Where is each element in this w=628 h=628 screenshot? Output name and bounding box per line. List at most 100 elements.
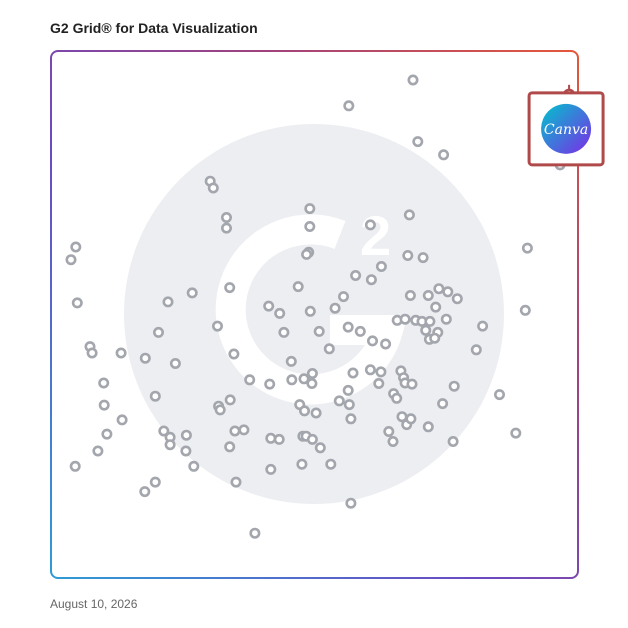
data-point-2[interactable] — [412, 136, 424, 148]
data-point-32[interactable] — [337, 291, 349, 303]
data-point-19[interactable] — [365, 274, 377, 286]
data-point-107[interactable] — [383, 425, 395, 437]
data-point-89[interactable] — [343, 399, 355, 411]
data-point-130[interactable] — [149, 476, 161, 488]
data-point-132[interactable] — [345, 497, 357, 509]
data-point-33[interactable] — [263, 300, 275, 312]
data-point-20[interactable] — [350, 269, 362, 281]
data-point-9[interactable] — [304, 221, 316, 233]
data-point-97[interactable] — [310, 407, 322, 419]
data-point-8[interactable] — [304, 203, 316, 215]
data-point-45[interactable] — [477, 320, 489, 332]
data-point-83[interactable] — [342, 384, 354, 396]
data-point-121[interactable] — [180, 445, 192, 457]
data-point-66[interactable] — [285, 355, 297, 367]
data-point-28[interactable] — [162, 296, 174, 308]
data-point-76[interactable] — [98, 377, 110, 389]
data-point-24[interactable] — [186, 287, 198, 299]
data-point-93[interactable] — [98, 399, 110, 411]
data-point-90[interactable] — [391, 392, 403, 404]
data-point-116[interactable] — [306, 433, 318, 445]
data-point-104[interactable] — [158, 425, 170, 437]
data-point-78[interactable] — [306, 377, 318, 389]
data-point-15[interactable] — [301, 248, 313, 260]
data-point-31[interactable] — [451, 293, 463, 305]
data-point-47[interactable] — [153, 326, 165, 338]
data-point-62[interactable] — [323, 343, 335, 355]
data-point-85[interactable] — [149, 390, 161, 402]
data-point-23[interactable] — [292, 281, 304, 293]
data-point-123[interactable] — [92, 445, 104, 457]
data-point-81[interactable] — [406, 378, 418, 390]
data-point-43[interactable] — [424, 315, 436, 327]
data-point-126[interactable] — [188, 460, 200, 472]
data-point-10[interactable] — [403, 209, 415, 221]
data-point-129[interactable] — [230, 476, 242, 488]
data-point-68[interactable] — [364, 364, 376, 376]
data-point-109[interactable] — [101, 428, 113, 440]
data-point-100[interactable] — [345, 413, 357, 425]
data-point-131[interactable] — [139, 486, 151, 498]
data-point-18[interactable] — [375, 260, 387, 272]
data-point-124[interactable] — [296, 458, 308, 470]
data-point-3[interactable] — [438, 149, 450, 161]
data-point-105[interactable] — [229, 425, 241, 437]
data-point-112[interactable] — [265, 432, 277, 444]
data-point-71[interactable] — [306, 367, 318, 379]
data-point-74[interactable] — [244, 374, 256, 386]
data-point-51[interactable] — [354, 325, 366, 337]
data-point-118[interactable] — [447, 435, 459, 447]
data-point-54[interactable] — [366, 335, 378, 347]
data-point-133[interactable] — [249, 527, 261, 539]
data-point-6[interactable] — [221, 212, 233, 224]
data-point-21[interactable] — [521, 242, 533, 254]
data-point-119[interactable] — [164, 439, 176, 451]
data-point-49[interactable] — [278, 326, 290, 338]
data-point-29[interactable] — [404, 289, 416, 301]
data-point-40[interactable] — [399, 313, 411, 325]
data-point-37[interactable] — [430, 301, 442, 313]
data-point-122[interactable] — [224, 441, 236, 453]
data-point-72[interactable] — [298, 373, 310, 385]
data-point-46[interactable] — [212, 320, 224, 332]
data-point-67[interactable] — [347, 367, 359, 379]
data-point-79[interactable] — [373, 377, 385, 389]
data-point-65[interactable] — [169, 357, 181, 369]
data-point-36[interactable] — [274, 307, 286, 319]
data-point-61[interactable] — [228, 348, 240, 360]
data-point-1[interactable] — [343, 100, 355, 112]
data-point-106[interactable] — [238, 424, 250, 436]
data-point-128[interactable] — [265, 463, 277, 475]
data-point-44[interactable] — [440, 313, 452, 325]
data-point-60[interactable] — [115, 347, 127, 359]
data-point-127[interactable] — [69, 460, 81, 472]
data-point-5[interactable] — [207, 182, 219, 194]
canva-marker[interactable]: Canva — [527, 84, 605, 171]
data-point-108[interactable] — [510, 427, 522, 439]
data-point-77[interactable] — [264, 378, 276, 390]
data-point-86[interactable] — [224, 394, 236, 406]
data-point-92[interactable] — [437, 398, 449, 410]
data-point-50[interactable] — [342, 321, 354, 333]
data-point-22[interactable] — [224, 282, 236, 294]
data-point-75[interactable] — [286, 374, 298, 386]
data-point-12[interactable] — [70, 241, 82, 253]
data-point-57[interactable] — [429, 332, 441, 344]
data-point-13[interactable] — [65, 254, 77, 266]
data-point-120[interactable] — [314, 442, 326, 454]
data-point-59[interactable] — [86, 347, 98, 359]
data-point-11[interactable] — [364, 219, 376, 231]
data-point-34[interactable] — [329, 302, 341, 314]
data-point-82[interactable] — [448, 380, 460, 392]
data-point-113[interactable] — [273, 433, 285, 445]
data-point-96[interactable] — [298, 405, 310, 417]
data-point-103[interactable] — [422, 421, 434, 433]
data-point-52[interactable] — [420, 324, 432, 336]
data-point-16[interactable] — [402, 250, 414, 262]
data-point-27[interactable] — [71, 297, 83, 309]
data-point-99[interactable] — [116, 414, 128, 426]
data-point-30[interactable] — [422, 289, 434, 301]
data-point-0[interactable] — [407, 74, 419, 86]
data-point-110[interactable] — [180, 429, 192, 441]
data-point-26[interactable] — [442, 286, 454, 298]
